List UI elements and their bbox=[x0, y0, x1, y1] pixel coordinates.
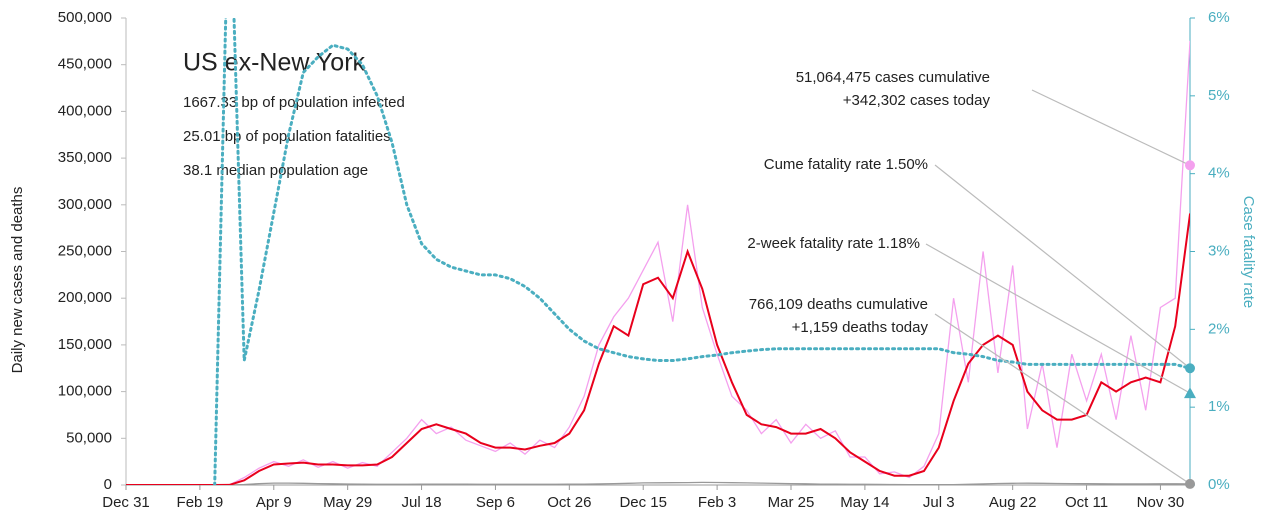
y2-tick-label: 1% bbox=[1208, 398, 1230, 415]
y-tick-label: 500,000 bbox=[58, 9, 112, 26]
leader-line bbox=[934, 164, 1191, 369]
leader-line bbox=[925, 243, 1191, 394]
chart-title: US ex-New York bbox=[183, 49, 366, 77]
x-tick-label: Nov 30 bbox=[1137, 494, 1185, 511]
y-tick-label: 400,000 bbox=[58, 102, 112, 119]
y2-tick-label: 4% bbox=[1208, 165, 1230, 182]
x-tick-label: Sep 6 bbox=[476, 494, 515, 511]
x-tick-label: Aug 22 bbox=[989, 494, 1037, 511]
y2-tick-label: 5% bbox=[1208, 87, 1230, 104]
info: 25.01 bp of population fatalities bbox=[183, 128, 391, 145]
x-tick-label: Apr 9 bbox=[256, 494, 292, 511]
annotation: 2-week fatality rate 1.18% bbox=[747, 235, 920, 252]
annotation: +1,159 deaths today bbox=[792, 319, 929, 336]
x-tick-label: Dec 31 bbox=[102, 494, 150, 511]
x-tick-label: Oct 11 bbox=[1065, 494, 1108, 511]
y-tick-label: 100,000 bbox=[58, 383, 112, 400]
marker bbox=[1185, 363, 1195, 374]
x-tick-label: Feb 19 bbox=[177, 494, 224, 511]
y-tick-label: 350,000 bbox=[58, 149, 112, 166]
annotation: 51,064,475 cases cumulative bbox=[796, 69, 990, 86]
annotation: +342,302 cases today bbox=[843, 92, 991, 109]
annotation: Cume fatality rate 1.50% bbox=[764, 156, 928, 173]
x-tick-label: Dec 15 bbox=[619, 494, 667, 511]
y2-tick-label: 2% bbox=[1208, 320, 1230, 337]
leader-line bbox=[1031, 89, 1191, 166]
info: 38.1 median population age bbox=[183, 162, 368, 179]
marker bbox=[1185, 478, 1195, 489]
x-tick-label: May 29 bbox=[323, 494, 372, 511]
marker bbox=[1184, 387, 1196, 399]
y-tick-label: 0 bbox=[104, 476, 112, 493]
y2-tick-label: 0% bbox=[1208, 476, 1230, 493]
annotation: 766,109 deaths cumulative bbox=[749, 296, 928, 313]
plot-area bbox=[126, 18, 1190, 485]
x-tick-label: Oct 26 bbox=[547, 494, 591, 511]
y-axis-label: Daily new cases and deaths bbox=[9, 187, 26, 374]
info: 1667.33 bp of population infected bbox=[183, 94, 405, 111]
series-line bbox=[126, 40, 1190, 485]
leader-line bbox=[934, 313, 1191, 485]
y-tick-label: 450,000 bbox=[58, 56, 112, 73]
x-tick-label: Feb 3 bbox=[698, 494, 736, 511]
x-tick-label: Jul 3 bbox=[923, 494, 955, 511]
y-tick-label: 200,000 bbox=[58, 289, 112, 306]
y-tick-label: 150,000 bbox=[58, 336, 112, 353]
series-line bbox=[213, 18, 1190, 485]
x-tick-label: May 14 bbox=[840, 494, 889, 511]
y-tick-label: 250,000 bbox=[58, 242, 112, 259]
marker bbox=[1185, 160, 1195, 171]
series-line bbox=[126, 481, 1190, 485]
series-line bbox=[126, 213, 1190, 485]
y2-axis-label: Case fatality rate bbox=[1240, 196, 1257, 309]
y2-tick-label: 3% bbox=[1208, 242, 1230, 259]
y-tick-label: 300,000 bbox=[58, 196, 112, 213]
y-tick-label: 50,000 bbox=[66, 429, 112, 446]
y2-tick-label: 6% bbox=[1208, 9, 1230, 26]
x-tick-label: Jul 18 bbox=[402, 494, 442, 511]
x-tick-label: Mar 25 bbox=[768, 494, 815, 511]
